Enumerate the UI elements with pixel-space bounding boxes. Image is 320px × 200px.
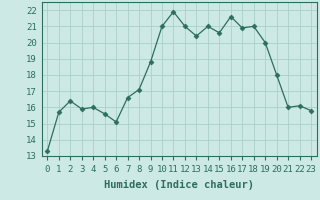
X-axis label: Humidex (Indice chaleur): Humidex (Indice chaleur) — [104, 180, 254, 190]
